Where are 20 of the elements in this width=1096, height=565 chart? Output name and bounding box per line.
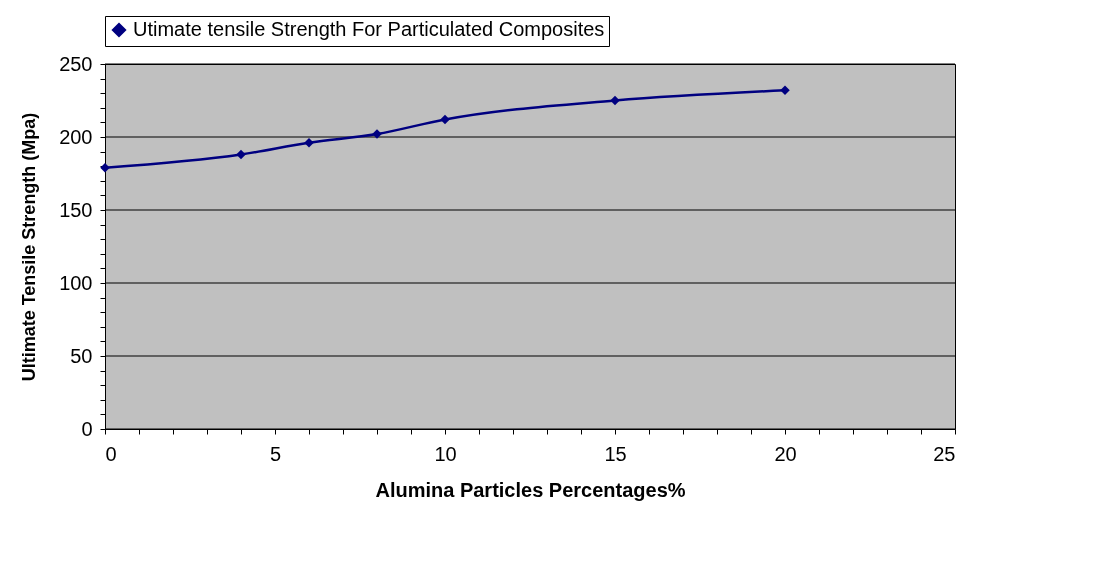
y-axis-title: Ultimate Tensile Strength (Mpa): [19, 112, 40, 382]
x-tick-label: 25: [933, 442, 956, 465]
y-tick-label: 0: [81, 417, 93, 440]
point: [440, 114, 450, 125]
legend-label: Utimate tensile Strength For Particulated Composites: [133, 18, 605, 40]
x-tick-label: 0: [105, 442, 117, 465]
x-tick-label: 20: [774, 442, 797, 465]
point: [236, 149, 246, 160]
x-axis-title: Alumina Particles Percentages%: [375, 478, 686, 501]
x-tick-label: 15: [604, 442, 627, 465]
x-tick-label: 10: [434, 442, 457, 465]
x-tick-label: 5: [269, 442, 282, 465]
y-tick-label: 200: [59, 125, 93, 148]
y-tick-label: 250: [59, 52, 93, 75]
y-tick-label: 50: [70, 344, 93, 367]
point: [100, 162, 110, 173]
point: [780, 85, 790, 96]
y-tick-label: 100: [59, 271, 93, 294]
y-tick-label: 150: [59, 198, 93, 221]
point: [610, 95, 620, 106]
